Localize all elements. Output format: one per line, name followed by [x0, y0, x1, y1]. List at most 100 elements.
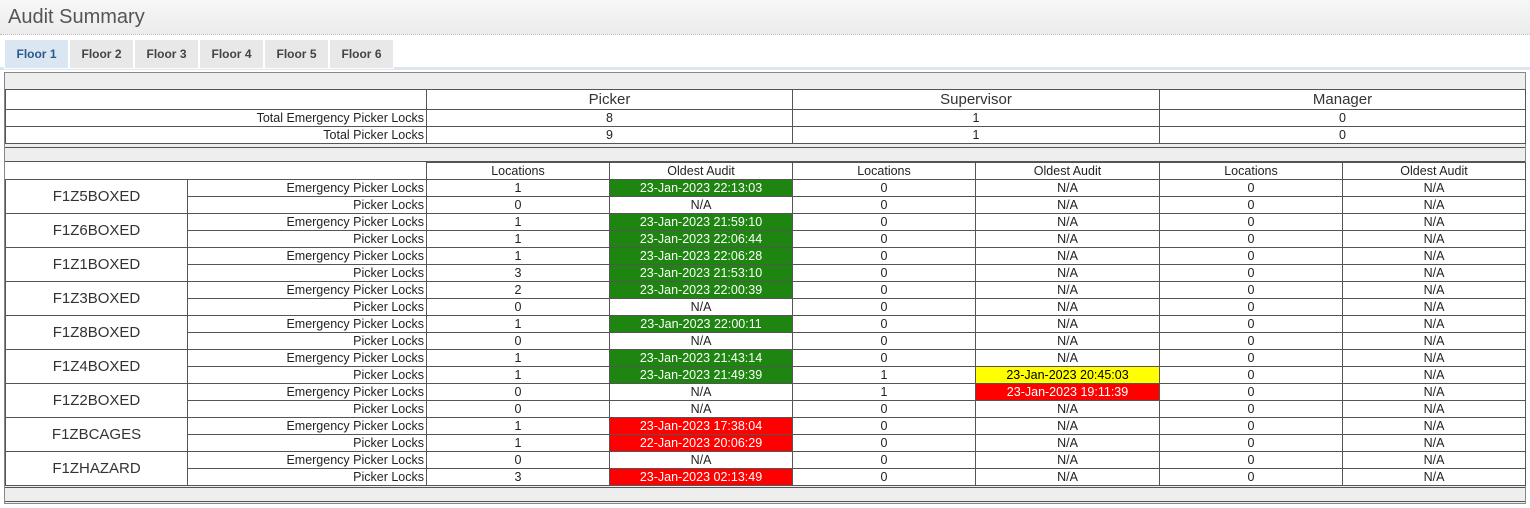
locations-count: 0: [1159, 417, 1343, 435]
locations-count: 0: [1159, 298, 1343, 316]
locations-count: 0: [792, 349, 976, 367]
locations-count: 0: [1159, 400, 1343, 418]
oldest-audit-cell: N/A: [975, 332, 1160, 350]
column-header: Oldest Audit: [609, 162, 793, 180]
totals-label: Total Emergency Picker Locks: [5, 109, 427, 127]
locations-count: 1: [426, 213, 610, 231]
oldest-audit-cell: N/A: [1342, 468, 1526, 486]
column-header: Locations: [792, 162, 976, 180]
locations-count: 1: [426, 366, 610, 384]
locations-count: 0: [792, 179, 976, 197]
floor-tabs: Floor 1 Floor 2 Floor 3 Floor 4 Floor 5 …: [0, 35, 1530, 70]
totals-value: 8: [426, 109, 793, 127]
locations-count: 0: [1159, 468, 1343, 486]
tab-floor-3[interactable]: Floor 3: [134, 39, 199, 69]
locations-count: 0: [1159, 383, 1343, 401]
oldest-audit-cell: N/A: [1342, 247, 1526, 265]
locations-count: 0: [1159, 196, 1343, 214]
zone-name: F1Z8BOXED: [5, 315, 188, 350]
locations-count: 0: [426, 298, 610, 316]
zone-name: F1Z5BOXED: [5, 179, 188, 214]
zone-name: F1ZBCAGES: [5, 417, 188, 452]
table-row: Picker Locks 3 23-Jan-2023 02:13:49 0 N/A 0 N/…: [6, 468, 1526, 486]
table-row: F1Z4BOXED Emergency Picker Locks 1 23-Jan-2…: [5, 349, 1526, 384]
oldest-audit-cell: N/A: [1342, 315, 1526, 333]
page-title: Audit Summary: [0, 0, 1530, 35]
locations-count: 0: [792, 315, 976, 333]
oldest-audit-cell: N/A: [975, 451, 1160, 469]
separator-bar: [5, 147, 1525, 162]
lock-type-label: Picker Locks: [187, 468, 427, 486]
totals-value: 1: [792, 109, 1160, 127]
locations-count: 0: [1159, 281, 1343, 299]
locations-count: 0: [426, 196, 610, 214]
tab-floor-4[interactable]: Floor 4: [199, 39, 264, 69]
oldest-audit-status-cell: 23-Jan-2023 21:49:39: [609, 366, 793, 384]
locations-count: 0: [1159, 434, 1343, 452]
lock-type-label: Emergency Picker Locks: [187, 349, 427, 367]
oldest-audit-cell: N/A: [1342, 230, 1526, 248]
zone-name: F1Z1BOXED: [5, 247, 188, 282]
tab-floor-6[interactable]: Floor 6: [329, 39, 394, 69]
table-row: F1Z1BOXED Emergency Picker Locks 1 23-Jan-2…: [5, 247, 1526, 282]
lock-type-label: Emergency Picker Locks: [187, 179, 427, 197]
oldest-audit-cell: N/A: [609, 451, 793, 469]
locations-count: 0: [792, 281, 976, 299]
oldest-audit-status-cell: 23-Jan-2023 20:45:03: [975, 366, 1160, 384]
oldest-audit-cell: N/A: [975, 434, 1160, 452]
oldest-audit-cell: N/A: [975, 230, 1160, 248]
totals-label: Total Picker Locks: [5, 126, 427, 144]
zone-name: F1Z6BOXED: [5, 213, 188, 248]
lock-type-label: Picker Locks: [187, 298, 427, 316]
table-row: Picker Locks 1 23-Jan-2023 21:49:39 1 23-Jan…: [6, 366, 1526, 384]
oldest-audit-cell: N/A: [975, 315, 1160, 333]
locations-count: 0: [426, 332, 610, 350]
locations-count: 0: [792, 332, 976, 350]
oldest-audit-cell: N/A: [1342, 281, 1526, 299]
role-header-picker: Picker: [426, 89, 793, 110]
tab-floor-1[interactable]: Floor 1: [4, 39, 69, 69]
zone-name: F1Z2BOXED: [5, 383, 188, 418]
locations-count: 1: [426, 434, 610, 452]
column-header-row: Locations Oldest Audit Locations Oldest Aud…: [5, 162, 1526, 180]
locations-count: 1: [426, 349, 610, 367]
lock-type-label: Picker Locks: [187, 332, 427, 350]
oldest-audit-cell: N/A: [975, 468, 1160, 486]
lock-type-label: Emergency Picker Locks: [187, 383, 427, 401]
oldest-audit-status-cell: 23-Jan-2023 22:00:11: [609, 315, 793, 333]
lock-type-label: Emergency Picker Locks: [187, 247, 427, 265]
zone-name: F1ZHAZARD: [5, 451, 188, 486]
locations-count: 0: [426, 451, 610, 469]
locations-count: 0: [792, 417, 976, 435]
oldest-audit-cell: N/A: [1342, 434, 1526, 452]
table-row: F1Z8BOXED Emergency Picker Locks 1 23-Jan-2…: [5, 315, 1526, 350]
table-row: F1Z6BOXED Emergency Picker Locks 1 23-Jan-2…: [5, 213, 1526, 248]
column-header: Oldest Audit: [975, 162, 1160, 180]
table-row: Picker Locks 3 23-Jan-2023 21:53:10 0 N/A 0 N/…: [6, 264, 1526, 282]
oldest-audit-cell: N/A: [1342, 400, 1526, 418]
oldest-audit-cell: N/A: [1342, 179, 1526, 197]
column-header: Locations: [1159, 162, 1343, 180]
table-row: F1Z2BOXED Emergency Picker Locks 0 N/A 1 23-J…: [5, 383, 1526, 418]
oldest-audit-cell: N/A: [975, 281, 1160, 299]
oldest-audit-cell: N/A: [1342, 349, 1526, 367]
lock-type-label: Picker Locks: [187, 434, 427, 452]
oldest-audit-cell: N/A: [1342, 332, 1526, 350]
oldest-audit-cell: N/A: [975, 298, 1160, 316]
locations-count: 1: [426, 247, 610, 265]
locations-count: 3: [426, 264, 610, 282]
locations-count: 1: [426, 417, 610, 435]
table-row: Picker Locks 1 22-Jan-2023 20:06:29 0 N/A 0 N/…: [6, 434, 1526, 452]
lock-type-label: Emergency Picker Locks: [187, 315, 427, 333]
oldest-audit-status-cell: 23-Jan-2023 22:06:44: [609, 230, 793, 248]
separator-bar-bottom: [5, 487, 1525, 502]
oldest-audit-cell: N/A: [975, 179, 1160, 197]
locations-count: 0: [792, 196, 976, 214]
zone-name: F1Z3BOXED: [5, 281, 188, 316]
tab-floor-2[interactable]: Floor 2: [69, 39, 134, 69]
tab-floor-5[interactable]: Floor 5: [264, 39, 329, 69]
lock-type-label: Emergency Picker Locks: [187, 213, 427, 231]
locations-count: 1: [426, 230, 610, 248]
oldest-audit-cell: N/A: [975, 417, 1160, 435]
totals-row: Total Picker Locks 9 1 0: [5, 126, 1526, 144]
